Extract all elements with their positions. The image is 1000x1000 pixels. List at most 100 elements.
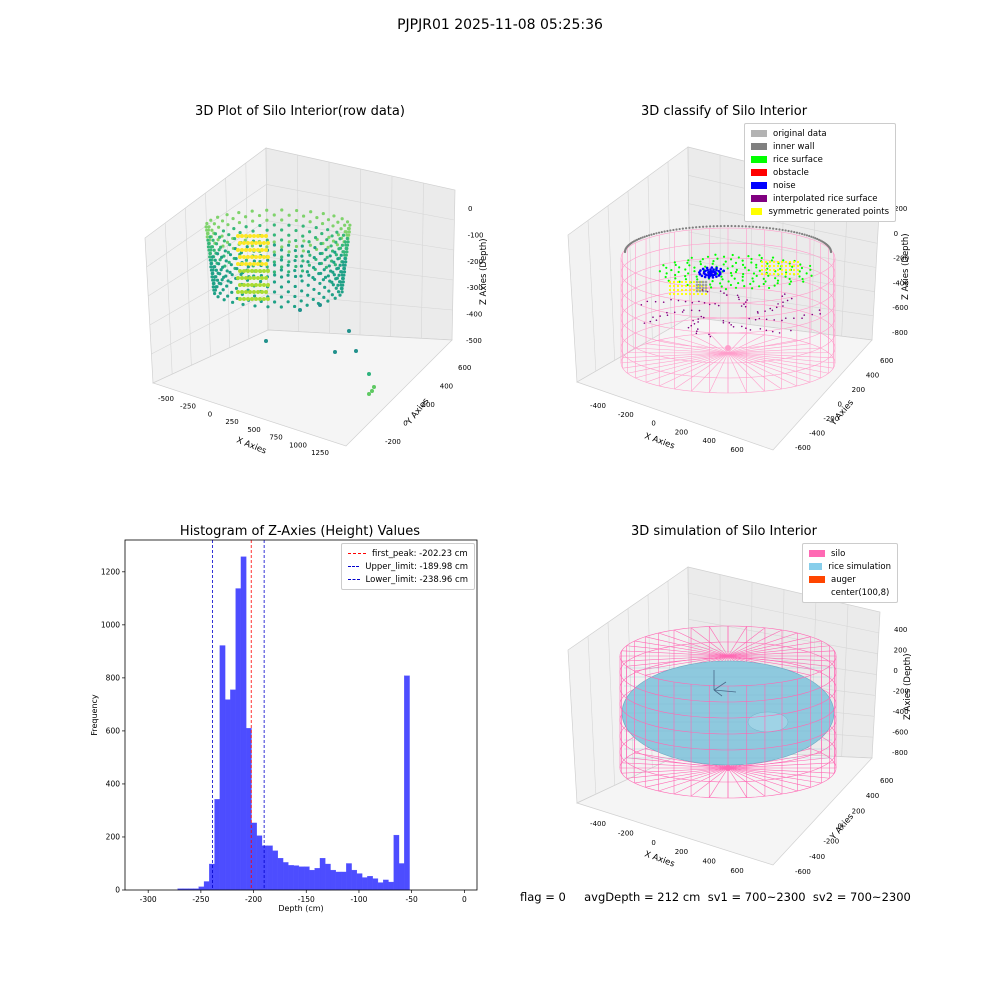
inner-wall-point (793, 230, 796, 234)
silo-wire-spoke (645, 352, 729, 383)
rice-surface-point (758, 254, 761, 257)
histogram-bar (214, 799, 221, 891)
rice-surface-point (734, 270, 738, 274)
data-point (205, 235, 209, 239)
rice-surface-point (752, 272, 756, 275)
symmetric-point (796, 268, 800, 272)
y-tick-label: 400 (440, 383, 453, 391)
histogram-bar (304, 866, 310, 891)
data-point (325, 255, 329, 259)
data-point (320, 221, 325, 226)
rice-surface-point (782, 259, 785, 262)
simulation-z-tick-labels: 400 200 0 -200 -400 -600 -800 (892, 626, 909, 757)
histogram-bar (314, 868, 321, 891)
legend-item-rice-simulation: rice simulation (809, 560, 891, 573)
data-point (236, 234, 240, 238)
data-point (252, 290, 256, 294)
data-point (254, 283, 258, 287)
y-tick-label: 200 (852, 386, 865, 394)
grid-line (689, 260, 875, 292)
inner-wall-point (765, 226, 768, 229)
data-point (229, 280, 233, 284)
data-point (260, 248, 264, 252)
data-point (220, 278, 224, 282)
data-point (208, 251, 213, 256)
data-point (266, 305, 270, 309)
symmetric-point (764, 264, 768, 268)
histogram-bar (230, 689, 236, 891)
data-point (294, 244, 299, 249)
silo-wire-spoke (635, 352, 729, 379)
inner-wall-point (795, 231, 799, 234)
data-point (293, 304, 297, 309)
histogram-bar (340, 871, 347, 891)
inner-wall-point (678, 227, 681, 231)
original-data-point (704, 280, 708, 284)
data-point (287, 233, 291, 237)
data-point (213, 232, 218, 236)
histogram-bar (293, 865, 300, 891)
rice-surface-point (709, 283, 712, 286)
y-tick-label: 600 (106, 726, 121, 735)
data-point (211, 238, 215, 242)
data-point (226, 250, 230, 254)
histogram-bar (319, 858, 326, 891)
data-point (330, 280, 334, 284)
data-point (272, 270, 277, 274)
data-point (338, 280, 343, 284)
symmetric-point (676, 292, 680, 296)
symmetric-point (768, 272, 772, 276)
interpolated-point (701, 289, 704, 291)
x-tick-label: -250 (192, 895, 209, 904)
interpolated-point (793, 317, 795, 320)
interpolated-point (693, 322, 696, 325)
classify-z-axis-label: Z Axies (Depth) (901, 233, 911, 300)
data-point (252, 248, 256, 252)
symmetric-point (668, 288, 672, 292)
symmetric-point (684, 280, 688, 284)
data-point (323, 285, 327, 289)
silo-wire-spoke (727, 352, 834, 369)
data-point (265, 208, 269, 212)
data-point (307, 240, 311, 244)
symmetric-point (760, 264, 764, 268)
data-point (273, 273, 277, 277)
simulation-legend: silo rice simulation auger center(100,8) (802, 543, 898, 603)
data-point (286, 263, 290, 267)
legend-item-symmetric: symmetric generated points (751, 205, 889, 218)
data-point (300, 244, 304, 248)
symmetric-point (764, 260, 768, 264)
data-point (213, 258, 217, 262)
legend-label: noise (773, 180, 796, 191)
interpolated-point (684, 300, 687, 303)
rice-surface-point (776, 282, 779, 285)
grid-line (266, 220, 454, 251)
z-tick-label: -200 (893, 255, 909, 263)
x-tick-label: 0 (651, 839, 655, 847)
symmetric-point (772, 268, 776, 272)
symmetric-point (692, 284, 696, 288)
histogram-bar (388, 881, 394, 891)
data-point (345, 250, 349, 254)
inner-wall-point (709, 225, 712, 228)
data-point (266, 269, 270, 273)
rice-surface-point (722, 263, 725, 266)
data-point (237, 210, 241, 215)
rice-surface-point (733, 277, 736, 280)
outlier-point (367, 372, 371, 376)
data-point (287, 260, 291, 264)
interpolated-point (670, 298, 672, 301)
data-point (293, 268, 297, 273)
data-point (279, 285, 284, 289)
inner-wall-point (748, 225, 751, 228)
data-point (347, 230, 351, 234)
symmetric-point (784, 260, 788, 264)
rice-surface-point (709, 286, 713, 289)
data-point (293, 284, 297, 289)
legend-label: center(100,8) (831, 587, 890, 598)
rice-surface-point (664, 275, 667, 279)
interpolated-point (749, 329, 752, 331)
data-point (279, 275, 284, 279)
inner-wall-point (726, 224, 730, 228)
y-tick-label: 1000 (101, 620, 120, 629)
